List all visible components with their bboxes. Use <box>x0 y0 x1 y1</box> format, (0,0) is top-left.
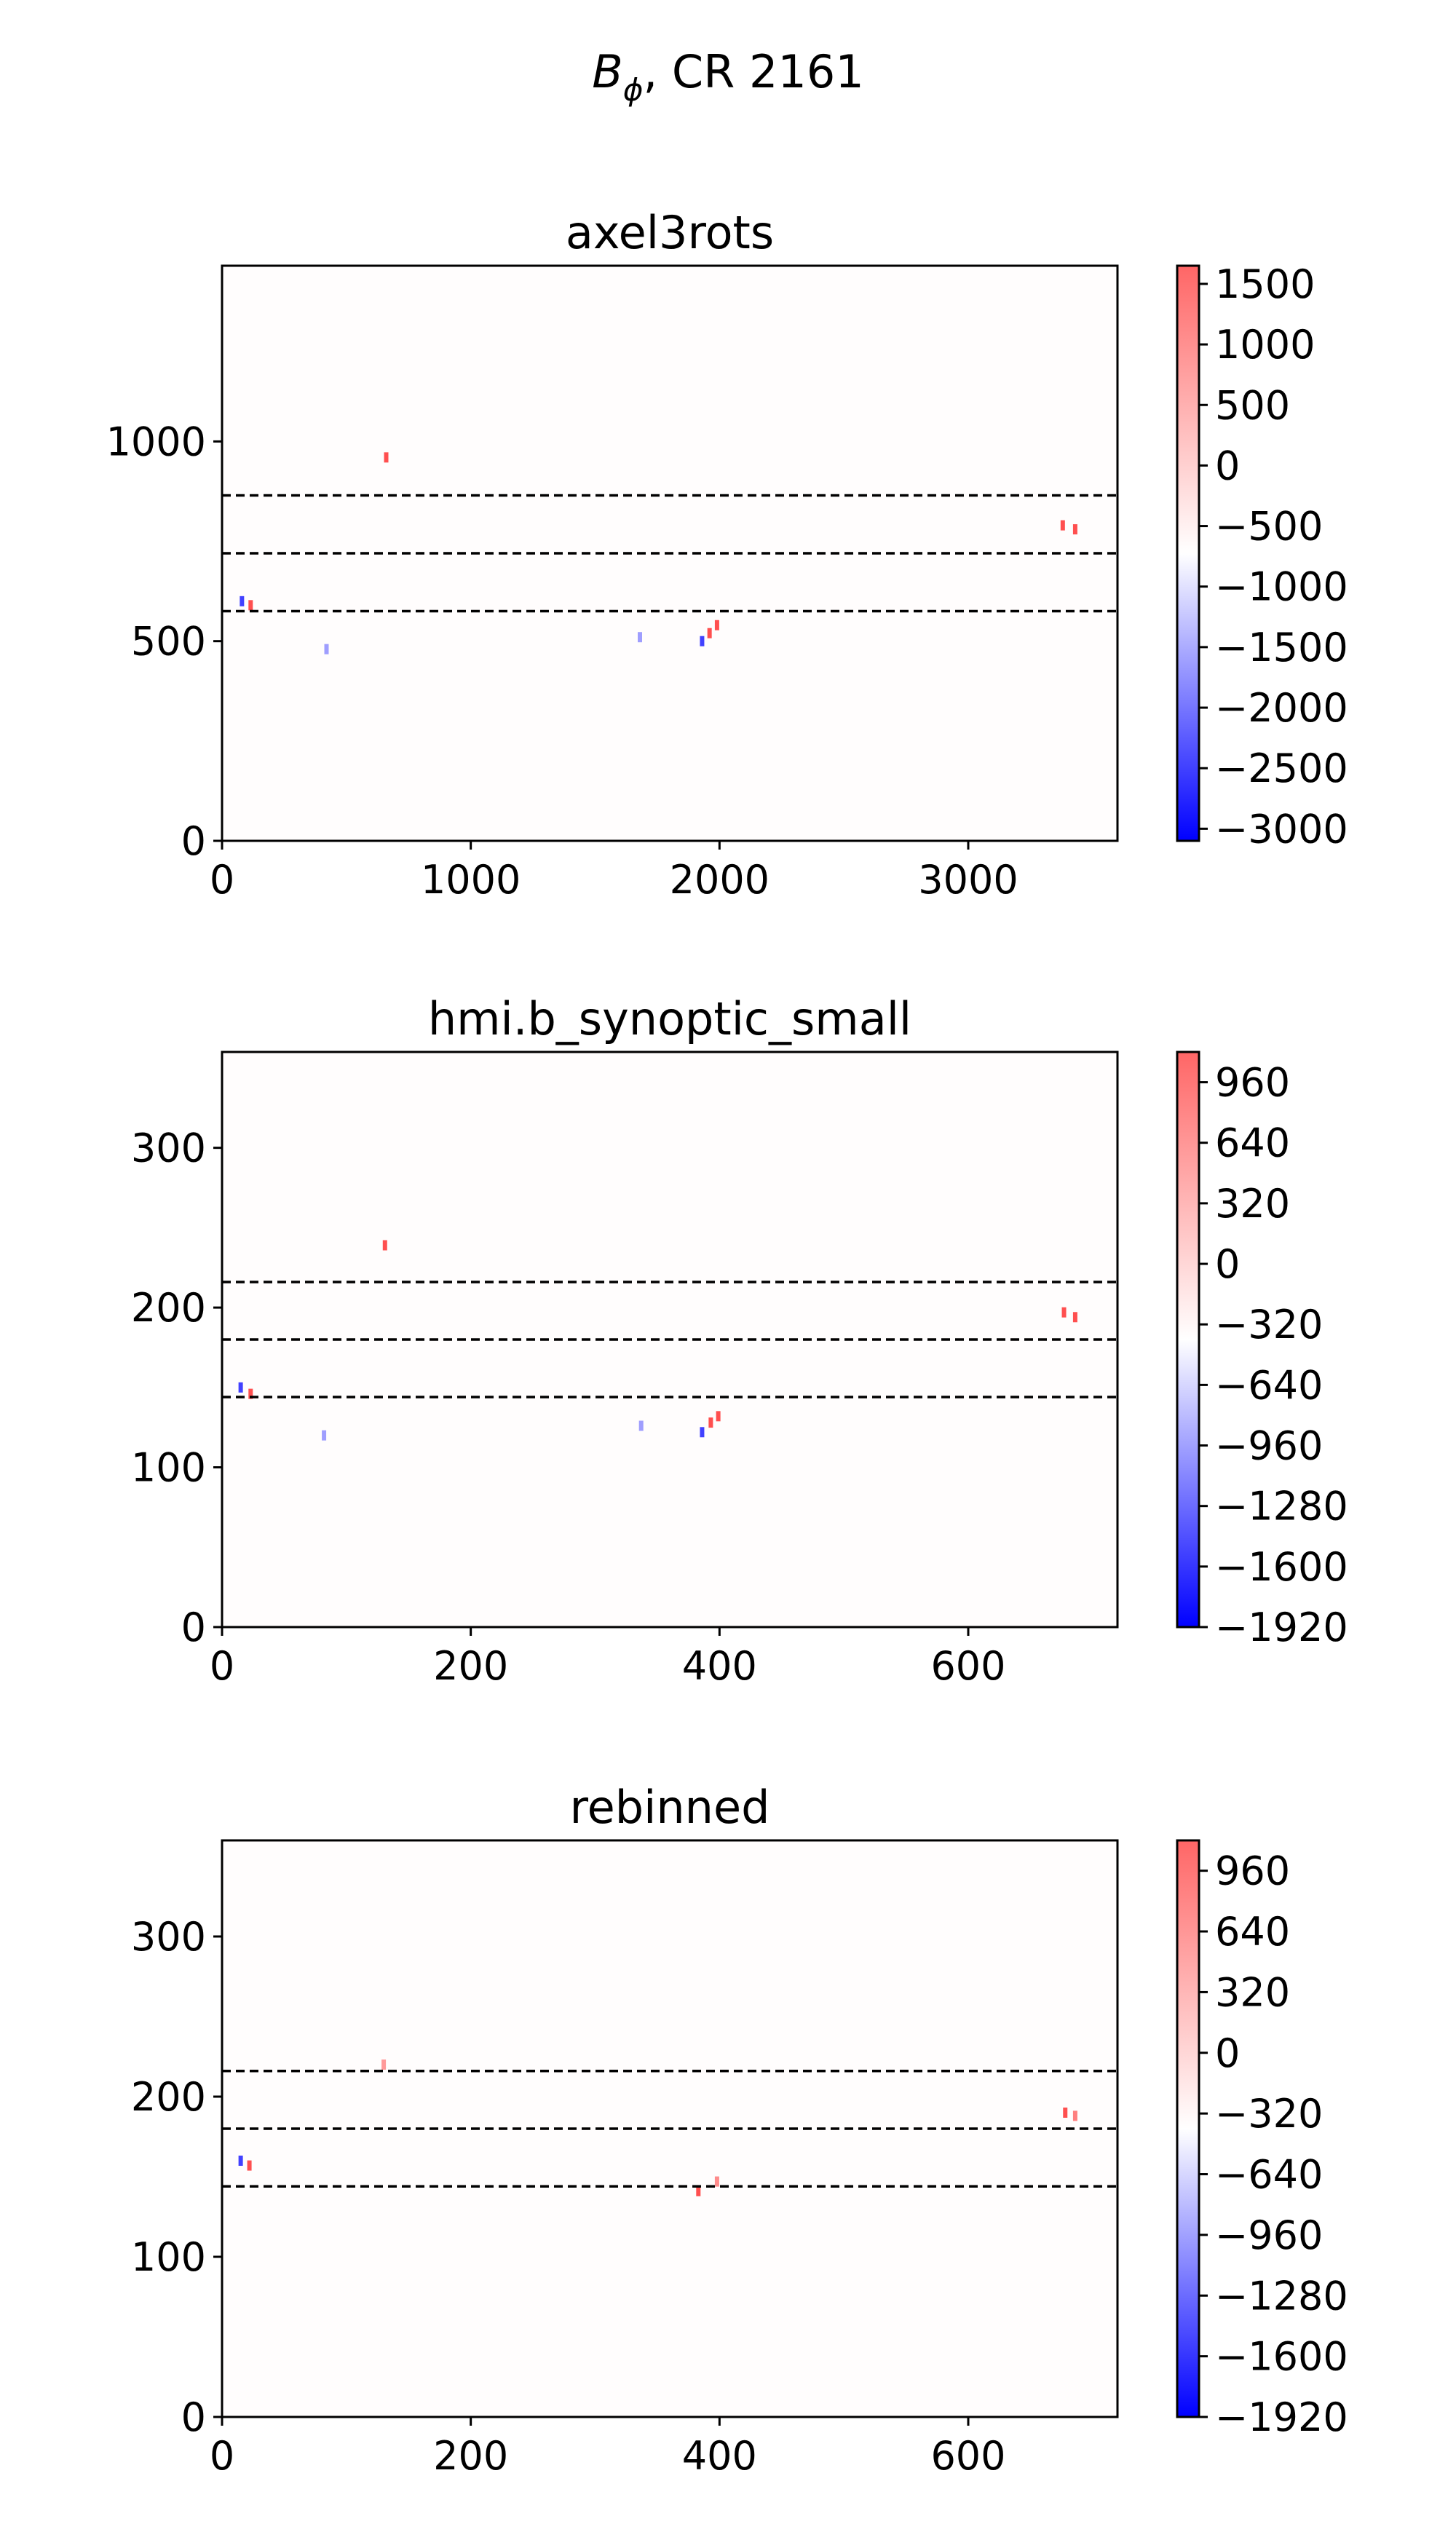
data-feature <box>248 1388 253 1399</box>
data-feature <box>1072 1312 1077 1323</box>
data-feature <box>384 452 389 463</box>
colorbar-tick-label: −960 <box>1215 2212 1323 2258</box>
colorbar-tick-label: 320 <box>1215 1969 1290 2015</box>
colorbar-tick-label: 960 <box>1215 1848 1290 1894</box>
y-tick-label: 0 <box>181 818 206 864</box>
colorbar-tick-label: 500 <box>1215 382 1290 428</box>
colorbar-tick-label: 0 <box>1215 2030 1240 2076</box>
x-tick-label: 2000 <box>670 857 769 903</box>
data-feature <box>716 1411 721 1422</box>
data-feature <box>322 1430 327 1441</box>
data-feature <box>324 644 329 654</box>
y-tick-label: 200 <box>131 2074 206 2120</box>
data-feature <box>708 1417 713 1428</box>
colorbar-tick-label: −320 <box>1215 2091 1323 2137</box>
colorbar-tick-label: −1920 <box>1215 1605 1348 1650</box>
colorbar-tick-label: −2000 <box>1215 685 1348 731</box>
colorbar-tick-label: −1280 <box>1215 1484 1348 1530</box>
panel-title: hmi.b_synoptic_small <box>428 992 911 1045</box>
y-tick-label: 1000 <box>106 419 206 464</box>
y-tick-label: 100 <box>131 2234 206 2280</box>
panel-1: axel3rots 0 1000 2000 3000 0 500 1000 1500 1000 50… <box>106 206 1348 903</box>
data-feature <box>1072 2110 1077 2121</box>
colorbar-tick-label: −640 <box>1215 1362 1323 1408</box>
colorbar-tick-label: −1920 <box>1215 2394 1348 2440</box>
data-feature <box>381 2060 387 2070</box>
colorbar-tick-label: −1000 <box>1215 564 1348 610</box>
panel-title: rebinned <box>570 1781 770 1834</box>
title-rest: , CR 2161 <box>643 45 863 98</box>
colorbar-tick-label: 640 <box>1215 1120 1290 1166</box>
x-tick-label: 0 <box>210 2433 234 2479</box>
panel-2: hmi.b_synoptic_small 0 200 400 600 0 100 200 300… <box>131 992 1348 1689</box>
x-tick-label: 400 <box>682 2433 757 2479</box>
data-feature <box>238 1382 243 1393</box>
data-feature <box>638 632 642 643</box>
data-feature <box>714 620 719 630</box>
colorbar-tick-label: −320 <box>1215 1302 1323 1348</box>
x-tick-label: 3000 <box>918 857 1018 903</box>
colorbar-tick-label: −960 <box>1215 1423 1323 1469</box>
y-tick-label: 300 <box>131 1914 206 1960</box>
colorbar <box>1176 1839 1200 2418</box>
data-feature <box>1060 520 1065 531</box>
colorbar-tick-label: 320 <box>1215 1181 1290 1227</box>
colorbar-tick-label: −640 <box>1215 2152 1323 2198</box>
colorbar-tick-label: 960 <box>1215 1060 1290 1106</box>
data-feature <box>700 636 705 646</box>
data-feature <box>714 2176 719 2187</box>
colorbar-tick-label: −500 <box>1215 504 1323 550</box>
axes-frame <box>221 264 1119 842</box>
colorbar-tick-label: −1500 <box>1215 625 1348 670</box>
data-feature <box>1061 1307 1067 1318</box>
colorbar-tick-label: 0 <box>1215 1241 1240 1287</box>
y-tick-label: 0 <box>181 1605 206 1650</box>
y-tick-label: 300 <box>131 1125 206 1171</box>
data-feature <box>238 2156 243 2166</box>
x-tick-label: 0 <box>210 857 234 903</box>
x-tick-label: 200 <box>433 1643 508 1689</box>
title-subscript: ϕ <box>623 72 644 108</box>
data-feature <box>1072 524 1077 535</box>
y-tick-label: 500 <box>131 619 206 665</box>
colorbar-tick-label: 0 <box>1215 443 1240 488</box>
x-tick-label: 0 <box>210 1643 234 1689</box>
data-feature <box>707 628 712 638</box>
data-feature <box>240 596 245 606</box>
colorbar-tick-label: −2500 <box>1215 745 1348 791</box>
y-tick-label: 0 <box>181 2394 206 2440</box>
data-feature <box>696 2185 701 2196</box>
data-feature <box>700 1427 705 1438</box>
panel-title: axel3rots <box>566 206 774 259</box>
x-tick-label: 600 <box>930 2433 1005 2479</box>
colorbar-tick-label: −1600 <box>1215 1544 1348 1590</box>
colorbar <box>1176 1051 1200 1629</box>
axes-frame <box>221 1839 1119 2418</box>
colorbar-tick-label: −1600 <box>1215 2334 1348 2380</box>
x-tick-label: 200 <box>433 2433 508 2479</box>
x-tick-label: 600 <box>930 1643 1005 1689</box>
colorbar-tick-label: 1000 <box>1215 322 1315 368</box>
data-feature <box>248 600 253 611</box>
colorbar-tick-label: 640 <box>1215 1909 1290 1955</box>
colorbar <box>1176 264 1200 842</box>
data-feature <box>247 2160 252 2171</box>
colorbar-tick-label: 1500 <box>1215 261 1315 307</box>
colorbar-tick-label: −3000 <box>1215 806 1348 852</box>
axes-frame <box>221 1051 1119 1629</box>
colorbar-tick-label: −1280 <box>1215 2273 1348 2319</box>
y-tick-label: 100 <box>131 1445 206 1491</box>
panel-3: rebinned 0 200 400 600 0 100 200 300 960 640 320 0 −3… <box>131 1781 1348 2479</box>
data-feature <box>382 1240 387 1251</box>
title-symbol: B <box>592 45 623 98</box>
data-feature <box>1063 2108 1068 2118</box>
x-tick-label: 400 <box>682 1643 757 1689</box>
figure-title: Bϕ, CR 2161 <box>592 45 864 108</box>
data-feature <box>638 1420 644 1431</box>
y-tick-label: 200 <box>131 1285 206 1331</box>
x-tick-label: 1000 <box>421 857 521 903</box>
